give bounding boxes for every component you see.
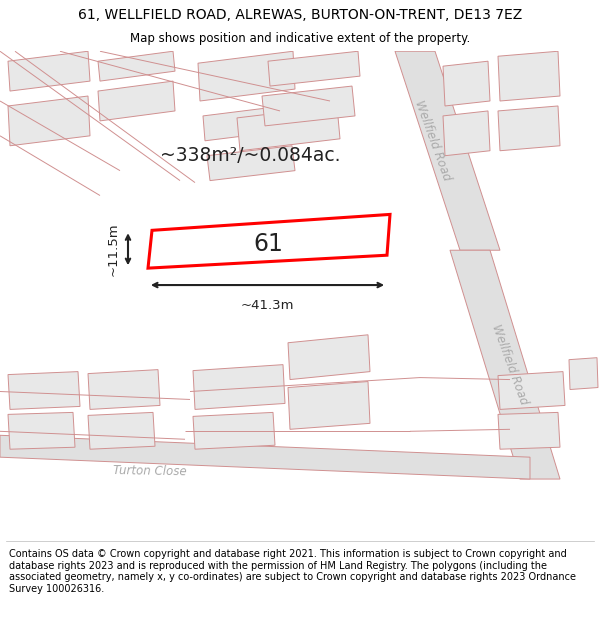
Polygon shape xyxy=(193,412,275,449)
Polygon shape xyxy=(98,51,175,81)
Polygon shape xyxy=(443,111,490,156)
Polygon shape xyxy=(193,364,285,409)
Text: 61, WELLFIELD ROAD, ALREWAS, BURTON-ON-TRENT, DE13 7EZ: 61, WELLFIELD ROAD, ALREWAS, BURTON-ON-T… xyxy=(78,8,522,22)
Polygon shape xyxy=(0,435,530,479)
Polygon shape xyxy=(395,51,500,250)
Polygon shape xyxy=(198,51,295,101)
Text: Turton Close: Turton Close xyxy=(113,464,187,478)
Polygon shape xyxy=(88,369,160,409)
Polygon shape xyxy=(237,106,340,151)
Polygon shape xyxy=(569,357,598,389)
Text: ~11.5m: ~11.5m xyxy=(107,222,120,276)
Polygon shape xyxy=(498,106,560,151)
Polygon shape xyxy=(88,412,155,449)
Text: 61: 61 xyxy=(253,232,283,256)
Polygon shape xyxy=(203,106,285,141)
Text: Wellfield Road: Wellfield Road xyxy=(490,322,530,407)
Polygon shape xyxy=(288,381,370,429)
Polygon shape xyxy=(288,335,370,379)
Polygon shape xyxy=(498,51,560,101)
Polygon shape xyxy=(498,412,560,449)
Polygon shape xyxy=(8,412,75,449)
Text: ~338m²/~0.084ac.: ~338m²/~0.084ac. xyxy=(160,146,340,165)
Polygon shape xyxy=(8,51,90,91)
Polygon shape xyxy=(98,81,175,121)
Polygon shape xyxy=(262,86,355,126)
Polygon shape xyxy=(498,372,565,409)
Polygon shape xyxy=(450,250,560,479)
Text: ~41.3m: ~41.3m xyxy=(241,299,294,312)
Text: Map shows position and indicative extent of the property.: Map shows position and indicative extent… xyxy=(130,32,470,45)
Polygon shape xyxy=(8,372,80,409)
Polygon shape xyxy=(148,214,390,268)
Polygon shape xyxy=(8,96,90,146)
Polygon shape xyxy=(443,61,490,106)
Text: Contains OS data © Crown copyright and database right 2021. This information is : Contains OS data © Crown copyright and d… xyxy=(9,549,576,594)
Polygon shape xyxy=(268,51,360,86)
Polygon shape xyxy=(207,146,295,181)
Text: Wellfield Road: Wellfield Road xyxy=(412,99,454,182)
